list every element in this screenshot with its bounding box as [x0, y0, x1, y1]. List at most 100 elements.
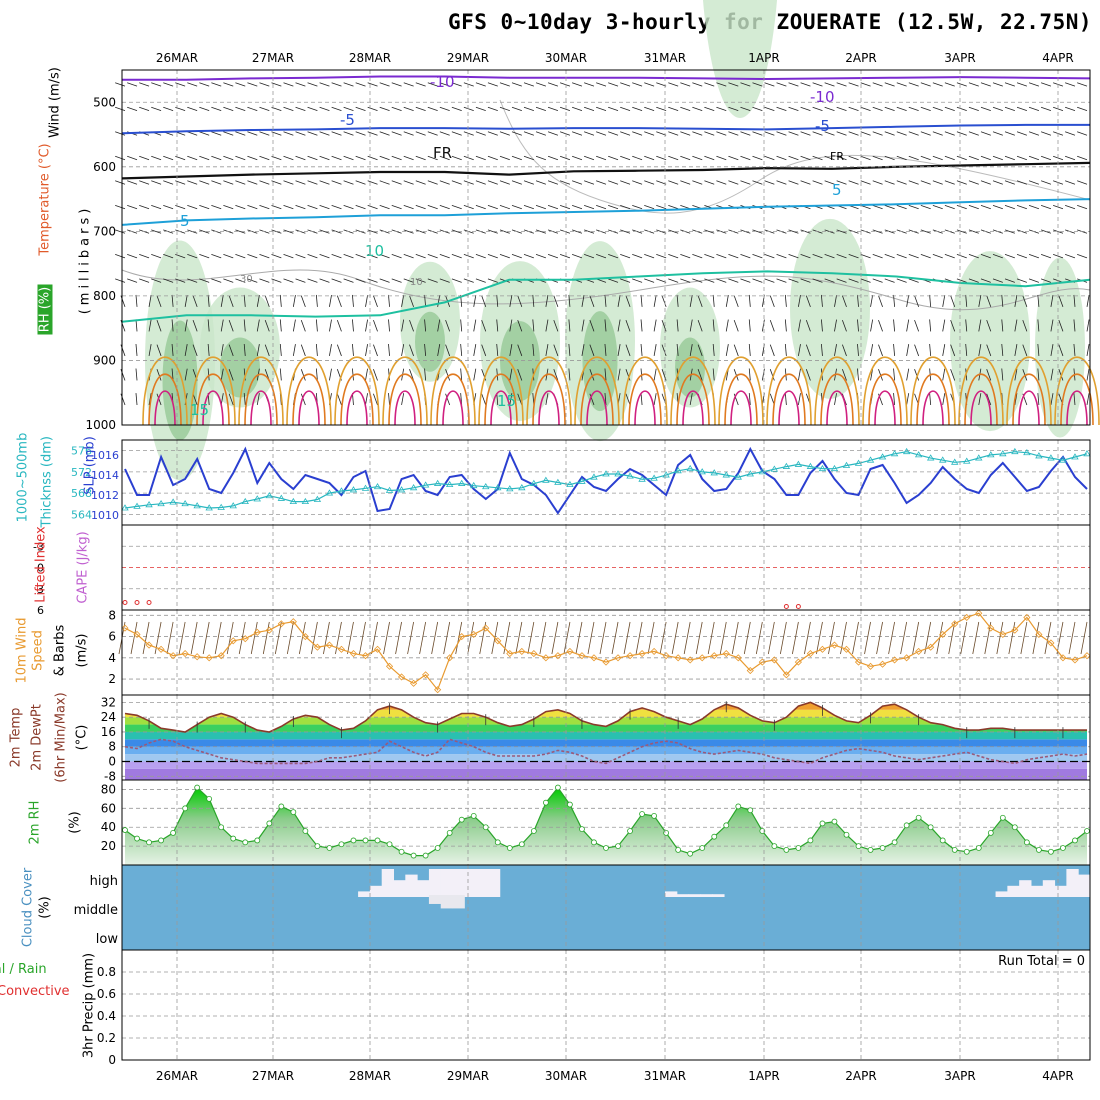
wind10-point — [277, 620, 285, 628]
wind-barb — [391, 106, 402, 112]
cloud-high-gap — [1019, 880, 1032, 897]
wind-barb — [139, 155, 150, 161]
wind10-barb — [623, 621, 631, 655]
date-label-top: 3APR — [944, 51, 975, 65]
temp-contour-warm — [154, 390, 176, 426]
wind10-barb — [238, 621, 246, 655]
wind-barb — [156, 295, 162, 308]
wind-barb — [365, 319, 368, 332]
wind-barb — [656, 180, 667, 185]
rh-point — [735, 803, 742, 810]
wind10-point — [181, 649, 189, 658]
wind10-point — [806, 649, 814, 658]
wind-barb — [769, 369, 775, 381]
rh-point — [302, 828, 309, 834]
wind-barb — [1086, 319, 1090, 332]
wind-barb — [653, 294, 657, 307]
temp-contour-warm — [862, 356, 908, 426]
wind-barb — [800, 131, 811, 136]
wind-barb — [192, 319, 198, 332]
wind-barb — [148, 294, 152, 307]
wind-barb — [692, 106, 703, 112]
wind-barb — [752, 180, 763, 185]
wind-barb — [728, 131, 739, 136]
wind-barb — [127, 180, 138, 185]
thickness-point — [674, 467, 682, 474]
wind-barb — [896, 82, 907, 87]
wind-barb — [228, 344, 234, 357]
wind-barb — [725, 319, 729, 332]
temp-contour-warm — [964, 373, 998, 426]
wind-barb — [509, 294, 513, 307]
wind-barb — [571, 254, 583, 259]
rh-point — [795, 845, 802, 851]
wind-barb — [211, 180, 222, 185]
wind10-barb — [852, 621, 859, 655]
wind10-point — [169, 652, 177, 660]
wind-barb — [207, 294, 210, 307]
rh-point — [567, 801, 573, 808]
wind-barb — [355, 278, 366, 283]
wind-barb — [295, 106, 306, 112]
wind-barb — [228, 319, 234, 332]
wind-barb — [680, 82, 691, 87]
thickness-point — [578, 477, 586, 484]
wind-barb — [271, 278, 282, 283]
wind-barb — [148, 344, 152, 357]
temp-contour-warm — [250, 390, 272, 426]
wind-barb — [511, 106, 522, 112]
wind-barb — [896, 254, 907, 259]
temp-band — [125, 702, 1087, 710]
wind-barb — [589, 344, 595, 357]
wind-barb — [223, 204, 234, 210]
wind-barb — [388, 393, 390, 406]
wind-barb — [115, 204, 126, 210]
wind-barb — [872, 229, 883, 234]
wind-barb — [171, 294, 174, 307]
wind-barb — [884, 106, 895, 112]
rh-point — [687, 850, 694, 857]
wind-barb — [968, 204, 979, 210]
wind10-barb — [467, 621, 475, 655]
wind-barb — [748, 294, 751, 307]
thickness-point — [385, 486, 394, 493]
wind-barb — [427, 278, 438, 283]
wind-barb — [463, 155, 474, 161]
thickness-point — [337, 487, 346, 494]
wind10-barb — [779, 621, 787, 655]
wind-barb — [283, 180, 294, 185]
wind-barb — [367, 106, 378, 112]
wind10-barb — [527, 621, 535, 655]
wind10-point — [939, 630, 947, 639]
wind-barb — [343, 106, 354, 112]
wind-barb — [187, 155, 198, 161]
wind-barb — [788, 155, 799, 161]
wind-barb — [604, 393, 607, 406]
wind-barb — [475, 106, 486, 112]
wind-barb — [805, 319, 811, 332]
wind-barb — [235, 131, 246, 136]
wind-barb — [228, 369, 234, 381]
wind10-barb — [479, 621, 487, 655]
wind-barb — [689, 344, 693, 357]
wind-barb — [805, 344, 811, 357]
wind-barb — [632, 82, 643, 87]
wind10-point — [313, 643, 321, 651]
wind-barb — [415, 278, 426, 283]
wind-barb — [331, 131, 342, 136]
wind-barb — [367, 254, 378, 259]
wind10-point — [674, 654, 682, 662]
wind-barb — [1004, 180, 1015, 185]
wind-barb — [283, 131, 294, 136]
wind-barb — [192, 295, 198, 308]
wind-barb — [571, 131, 583, 136]
wind-barb — [769, 344, 775, 357]
wind-barb — [259, 278, 270, 283]
wind-barb — [800, 254, 811, 259]
rh-point — [711, 833, 718, 840]
wind-barb — [151, 204, 162, 210]
wind-barb — [523, 155, 534, 161]
wind-barb — [373, 295, 378, 308]
wind-barb — [295, 204, 306, 210]
wind-barb — [499, 254, 510, 259]
